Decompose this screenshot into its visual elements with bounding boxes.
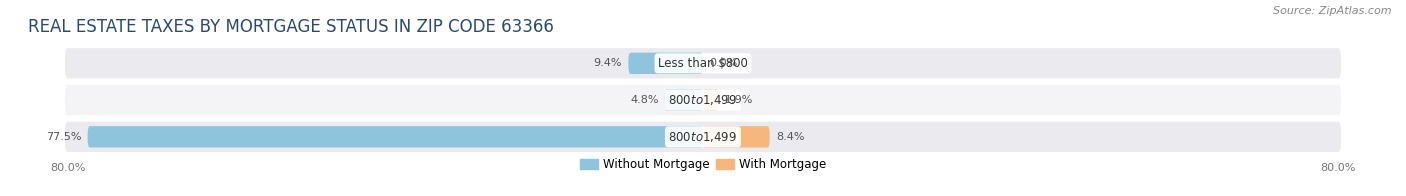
Legend: Without Mortgage, With Mortgage: Without Mortgage, With Mortgage — [575, 153, 831, 176]
FancyBboxPatch shape — [63, 121, 1343, 153]
Text: 4.8%: 4.8% — [630, 95, 658, 105]
FancyBboxPatch shape — [703, 89, 718, 111]
Text: 1.9%: 1.9% — [724, 95, 752, 105]
FancyBboxPatch shape — [63, 47, 1343, 80]
Text: REAL ESTATE TAXES BY MORTGAGE STATUS IN ZIP CODE 63366: REAL ESTATE TAXES BY MORTGAGE STATUS IN … — [28, 18, 554, 36]
Text: 0.0%: 0.0% — [710, 58, 738, 68]
FancyBboxPatch shape — [703, 126, 769, 148]
Text: 8.4%: 8.4% — [776, 132, 804, 142]
Text: 77.5%: 77.5% — [46, 132, 82, 142]
FancyBboxPatch shape — [87, 126, 703, 148]
Text: 9.4%: 9.4% — [593, 58, 621, 68]
FancyBboxPatch shape — [63, 84, 1343, 116]
Text: $800 to $1,499: $800 to $1,499 — [668, 93, 738, 107]
FancyBboxPatch shape — [628, 53, 703, 74]
Text: Less than $800: Less than $800 — [658, 57, 748, 70]
Text: $800 to $1,499: $800 to $1,499 — [668, 130, 738, 144]
FancyBboxPatch shape — [665, 89, 703, 111]
Text: Source: ZipAtlas.com: Source: ZipAtlas.com — [1274, 6, 1392, 16]
